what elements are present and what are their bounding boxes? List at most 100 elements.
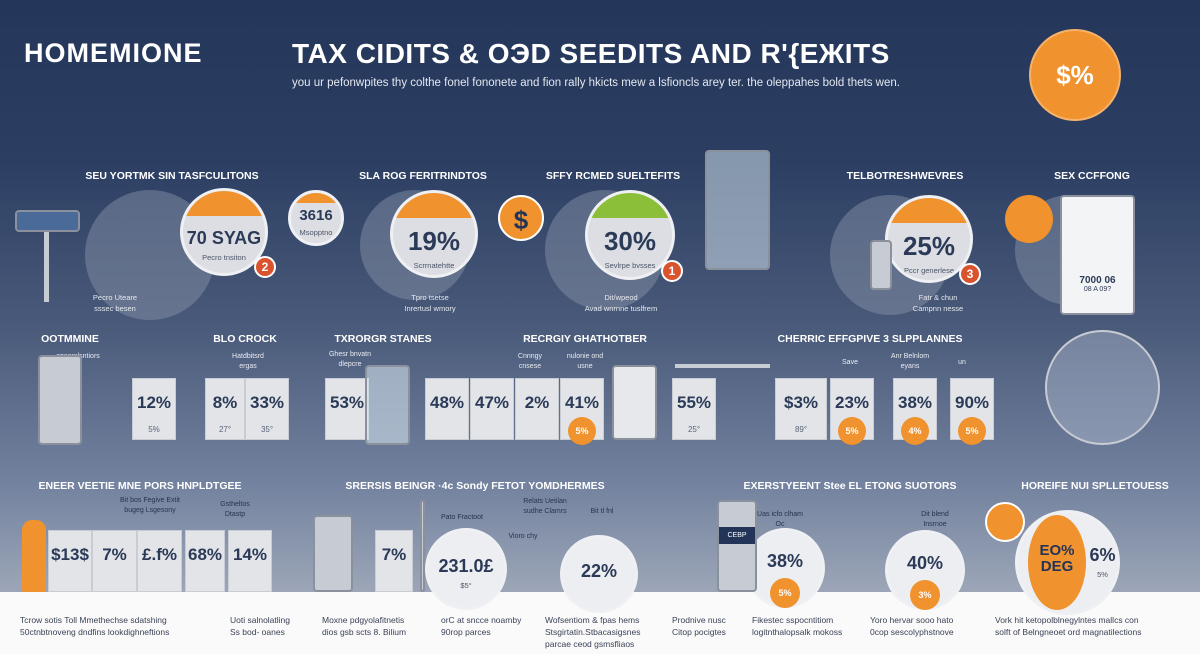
caption-line: Tpro tsetse	[411, 293, 449, 302]
caption-line: Inrertusl wmory	[404, 304, 456, 313]
number-badge: 1	[661, 260, 683, 282]
stat-value: 25%	[902, 230, 956, 261]
stat-value: 40%	[906, 553, 944, 573]
section-label: Save	[842, 359, 858, 366]
footer-caption-line: Wofsentiom & fpas hems	[545, 615, 640, 625]
window-icon	[705, 150, 770, 270]
section-heading: ENEER VEETIE MNE PORS HNPLDTGEE	[38, 480, 242, 492]
card-value: 2%	[524, 393, 550, 412]
device-label: 08 A 09?	[1083, 286, 1112, 293]
footer-caption-line: Stsgirtatin.Stbacasigsnes	[545, 627, 641, 637]
stat-value: 22%	[580, 561, 618, 582]
stat-value: 6%	[1089, 544, 1116, 565]
pie-slice: EO% DEG	[1028, 515, 1086, 610]
stat-card: 47%	[470, 378, 514, 440]
section-label: nulonie ond usne	[566, 353, 604, 370]
stat-circle: 22%	[560, 535, 638, 613]
stat-card: 38% 4%	[893, 378, 937, 445]
tax-badge-icon: $%	[1036, 36, 1114, 114]
stat-card: 12% 5%	[132, 378, 176, 440]
stat-circle: 40%	[885, 530, 965, 610]
card-value: 47%	[474, 393, 510, 412]
atm-icon	[38, 355, 82, 445]
stat-card: $13$	[48, 530, 92, 592]
stat-card: £.f%	[137, 530, 182, 592]
card-value: 90%	[954, 393, 990, 412]
stat-card: 8% 27°	[205, 378, 245, 440]
stat-card: 90% 5%	[950, 378, 994, 445]
stat-card: 23% 5%	[830, 378, 874, 445]
solar-panel-icon	[15, 210, 80, 232]
stat-card: $3% 89°	[775, 378, 827, 440]
card-value: 41%	[564, 393, 600, 412]
section-heading: SFFY RCMED SUELTEFITS	[545, 170, 681, 182]
small-stat-circle: 3616 Msopptno	[288, 190, 344, 246]
footer-caption-line: Yoro hervar sooo hato	[870, 615, 954, 625]
stat-value: 231.0£	[438, 555, 494, 576]
stat-card: 68%	[185, 530, 225, 592]
footer-caption-line: logitnthalopsalk mokoss	[752, 627, 843, 637]
stat-card: 55% 25°	[672, 378, 716, 440]
card-badge: 4%	[901, 417, 929, 445]
stat-value: 30%	[603, 226, 657, 257]
card-badge: 5%	[838, 417, 866, 445]
caption-line: Dit/wpeod	[604, 293, 638, 302]
stat-circle: 231.0£ $5°	[425, 528, 507, 610]
footer-caption-line: parcae ceod gsmsfliaos	[545, 639, 635, 649]
charger-icon	[870, 240, 892, 290]
card-sub: 5%	[148, 425, 160, 434]
section-heading: SRERSIS BEINGR ·4c Sondy FETOT YOMDHERME…	[345, 480, 605, 492]
page-subtitle: you ur pefonwpites thy colthe fonel fono…	[292, 77, 900, 89]
section-heading: RECRGIY GHATHOTBER	[523, 333, 647, 345]
section-label: Pato Fractoot	[440, 514, 484, 521]
footer-caption-line: Moxne pdgyolafitnetis	[322, 615, 405, 625]
section-heading: BLO CROCK	[213, 333, 277, 345]
section-label: Vioro chy	[508, 533, 538, 540]
stat-value: 19%	[407, 225, 461, 256]
footer-caption-line: Ss bod- oanes	[230, 627, 285, 637]
section-heading: EXERSTYEENT Stee EL ETONG SUOTORS	[743, 480, 957, 492]
footer-caption-line: Tcrow sotis Toll Mmethechse sdatshing	[20, 615, 167, 625]
card-value: 8%	[212, 393, 238, 412]
terminal-device: 7000 06 08 A 09?	[1060, 195, 1135, 315]
footer-caption-line: dios gsb scts 8. Bilium	[322, 627, 407, 637]
stat-circle: 19% Scrrnatehtte	[390, 190, 478, 278]
section-heading: SEX CCFFONG	[1054, 170, 1130, 182]
card-value: 7%	[381, 545, 407, 564]
section-heading: TXRORGR STANES	[334, 333, 432, 345]
card-value: 23%	[834, 393, 870, 412]
caption-line: Avad wnrnne tuslfrem	[584, 304, 658, 313]
number-badge: 2	[254, 256, 276, 278]
footer-caption-line: Vork hit ketopolblnegylntes mallcs con	[995, 615, 1139, 625]
stat-circle: 30% Sevlrpe bvsses	[585, 190, 675, 280]
stat-card: 2%	[515, 378, 559, 440]
caption-line: Pecro Uteare	[92, 293, 138, 302]
caption-line: sssec besen	[94, 304, 136, 313]
card-value: £.f%	[142, 545, 177, 564]
device-value: 7000 06	[1079, 275, 1116, 286]
card-sub: 35°	[260, 425, 274, 434]
gauge-icon	[985, 502, 1025, 542]
screen-label: CEBP	[719, 527, 755, 544]
stat-value: 70 SYAG	[186, 227, 262, 248]
card-value: 48%	[429, 393, 465, 412]
battery-icon	[1005, 195, 1053, 243]
stat-label: Pecro tnsiton	[202, 252, 246, 262]
footer-caption-line: 90rop parces	[441, 627, 491, 637]
card-badge: 5%	[958, 417, 986, 445]
page-title: TAX CIDITS & OЭD SEEDITS AND R'{EЖITS	[292, 38, 890, 69]
footer-caption-line: Citop pocigtes	[672, 627, 726, 637]
footer-caption-line: Prodnive nusc	[672, 615, 726, 625]
stat-value: 3616	[299, 207, 333, 224]
card-value: 7%	[102, 545, 127, 564]
section-heading: SLA ROG FERITRINDTOS	[359, 170, 487, 182]
section-heading: TELBOTRESHWEVRES	[846, 170, 964, 182]
worker-icon	[22, 520, 46, 592]
circle-cap	[183, 191, 265, 216]
stat-card: 14%	[228, 530, 272, 592]
section-label: Bit bos Fegive Extit bugeg Lsgesony	[120, 497, 180, 514]
stat-card: 48%	[425, 378, 469, 440]
card-value: 14%	[232, 545, 268, 564]
stat-sub: 5%	[1097, 569, 1108, 579]
server-tower	[420, 500, 425, 592]
